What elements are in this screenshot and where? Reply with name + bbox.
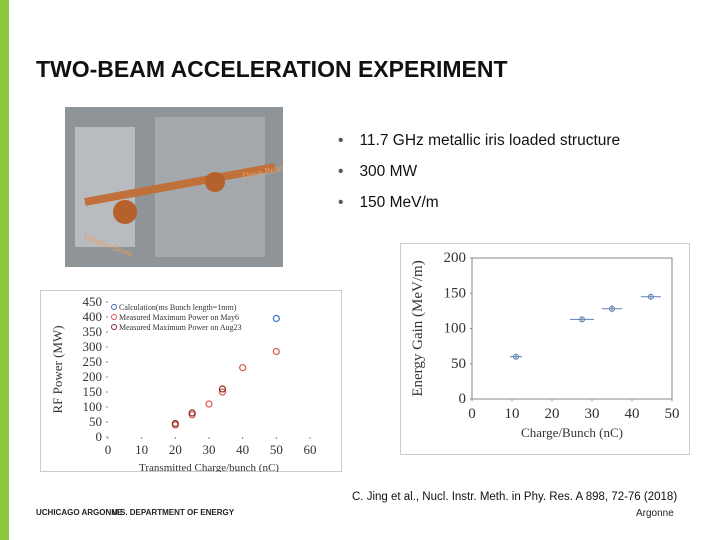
x-tick-label: 50 [270, 442, 283, 457]
bullet-text: 11.7 GHz metallic iris loaded structure [359, 132, 621, 149]
footer-logo: U.S. DEPARTMENT OF ENERGY [112, 508, 235, 517]
point [171, 419, 179, 428]
photo-beamline [84, 163, 276, 206]
point [218, 385, 227, 393]
y-tick-label: 200 [83, 369, 103, 384]
y-tick-label: 0 [459, 391, 467, 407]
bullet: 300 MW [338, 163, 620, 181]
slide-title: TWO-BEAM ACCELERATION EXPERIMENT [36, 56, 508, 82]
y-tick-label: 150 [444, 285, 467, 301]
x-tick-label: 20 [545, 406, 560, 422]
legend-marker [111, 304, 117, 310]
bullet: 11.7 GHz metallic iris loaded structure [338, 132, 620, 150]
x-tick-label: 30 [585, 406, 600, 422]
x-tick-label: 40 [236, 442, 249, 457]
x-tick-label: 0 [105, 442, 112, 457]
y-tick-label: 50 [451, 356, 466, 372]
x-tick-label: 50 [665, 406, 680, 422]
y-tick-label: 350 [83, 324, 103, 339]
point [579, 316, 585, 323]
citation: C. Jing et al., Nucl. Instr. Meth. in Ph… [352, 491, 678, 503]
y-tick-label: 0 [96, 429, 103, 444]
photo-part [113, 200, 137, 224]
footer-logo: Argonne [636, 508, 674, 519]
y-axis-label: RF Power (MW) [50, 325, 65, 413]
bullet: 150 MeV/m [338, 194, 620, 212]
bullet-list: 11.7 GHz metallic iris loaded structure … [338, 132, 620, 225]
point [239, 364, 247, 372]
accent-bar [0, 0, 9, 540]
point [272, 347, 280, 356]
photo-part [205, 172, 225, 192]
chart-frame [40, 290, 342, 472]
x-tick-label: 40 [625, 406, 640, 422]
legend-label: Measured Maximum Power on Aug23 [119, 323, 242, 332]
point [272, 314, 280, 323]
x-tick-label: 0 [468, 406, 476, 422]
chart-frame [400, 243, 690, 455]
legend-marker [111, 314, 117, 320]
point [218, 388, 227, 396]
point [188, 409, 196, 417]
x-tick-label: 10 [505, 406, 520, 422]
y-axis-label: Energy Gain (MeV/m) [410, 260, 426, 396]
chart: 0 50 100 150 200 0 10 20 30 40 50 Charge/Bunch (nC)… [400, 243, 690, 455]
x-tick-label: 10 [135, 442, 148, 457]
point [205, 400, 213, 408]
photo-part [75, 127, 135, 247]
y-tick-label: 150 [83, 384, 103, 399]
y-tick-label: 300 [83, 339, 103, 354]
y-tick-label: 50 [89, 414, 102, 429]
x-axis-label: Charge/Bunch (nC) [521, 425, 623, 440]
y-tick-label: 100 [444, 321, 467, 337]
bullet-text: 300 MW [359, 163, 418, 180]
x-axis-label: Transmitted Charge/bunch (nC) [139, 462, 279, 472]
x-tick-label: 30 [203, 442, 216, 457]
x-tick-label: 20 [169, 442, 182, 457]
footer-logo: UCHICAGO ARGONNE [36, 508, 123, 517]
point [647, 293, 654, 300]
y-tick-label: 100 [83, 399, 103, 414]
point [609, 305, 615, 312]
legend-label: Calculation(ms Bunch length=1mm) [119, 303, 237, 312]
bullet-text: 150 MeV/m [359, 194, 439, 211]
point [513, 353, 519, 360]
y-tick-label: 400 [83, 309, 103, 324]
legend-marker [111, 324, 117, 330]
y-tick-label: 250 [83, 354, 103, 369]
photo: Drive Beam Witness Beam [65, 107, 283, 267]
x-tick-label: 60 [304, 442, 317, 457]
y-tick-label: 200 [444, 250, 467, 266]
legend-label: Measured Maximum Power on May6 [119, 313, 239, 322]
y-tick-label: 450 [83, 294, 103, 309]
